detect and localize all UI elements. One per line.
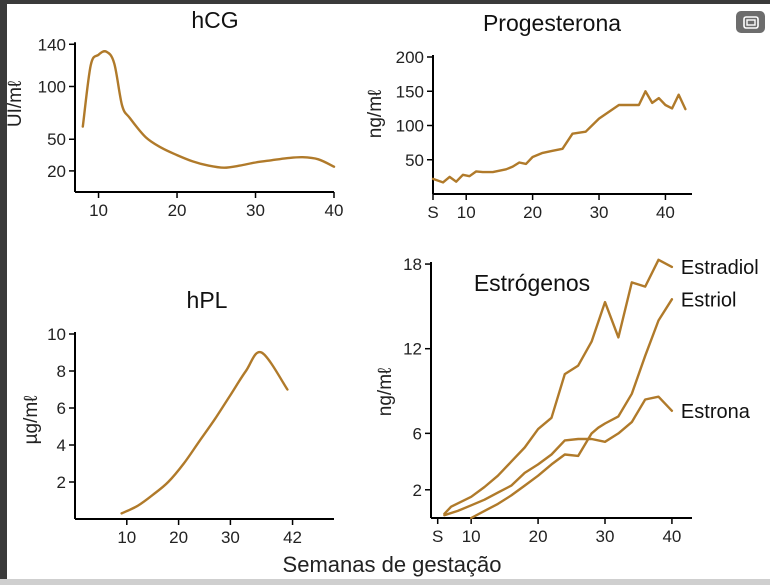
estrogenos-y-tick-label: 18	[403, 255, 422, 274]
hcg-x-tick-label: 30	[246, 201, 265, 220]
hpl-series-line	[120, 350, 289, 515]
hpl-y-tick-label: 4	[57, 436, 66, 455]
hpl-x-tick-label: 10	[117, 528, 136, 547]
progesterona-x-tick-label: S	[427, 203, 438, 222]
charts-canvas: 10 20 30 40 20 50 100 140 hCG UI/mℓ S 10 20 30 40 50 100…	[7, 7, 759, 547]
estrona-series-line	[443, 395, 674, 517]
hpl-title: hPL	[187, 287, 228, 313]
hpl-x-tick-label: 30	[221, 528, 240, 547]
progesterona-x-tick-label: 10	[457, 203, 476, 222]
progesterona-chart: S 10 20 30 40 50 100 150 200 Progesterona ng/mℓ	[365, 10, 692, 222]
shared-x-axis-label: Semanas de gestação	[282, 552, 502, 577]
picture-in-picture-icon	[742, 15, 759, 29]
hpl-x-tick-label: 42	[283, 528, 302, 547]
hpl-y-axis-label: µg/mℓ	[21, 396, 42, 445]
estrogenos-y-axis-label: ng/mℓ	[375, 368, 396, 416]
progesterona-y-axis-label: ng/mℓ	[365, 90, 386, 138]
hcg-x-tick-label: 10	[89, 201, 108, 220]
estrogenos-x-tick-label: 30	[596, 527, 615, 546]
estradiol-label: Estradiol	[681, 257, 759, 279]
progesterona-y-tick-label: 100	[396, 117, 424, 136]
figure-frame: 10 20 30 40 20 50 100 140 hCG UI/mℓ S 10 20 30 40 50 100…	[7, 4, 770, 579]
hcg-y-axis-label: UI/mℓ	[7, 81, 26, 127]
estrogenos-chart: S 10 20 30 40261218Estrógenosng/mℓEstradiolE…	[375, 255, 759, 546]
estrona-label: Estrona	[681, 401, 751, 423]
overlay-button[interactable]	[736, 11, 765, 33]
progesterona-y-tick-label: 200	[396, 48, 424, 67]
hcg-x-tick-label: 20	[168, 201, 187, 220]
hcg-y-tick-label: 100	[38, 77, 66, 96]
estrogenos-title: Estrógenos	[474, 270, 590, 296]
progesterona-x-tick-label: 40	[656, 203, 675, 222]
progesterona-y-tick-label: 150	[396, 82, 424, 101]
hcg-chart: 10 20 30 40 20 50 100 140 hCG UI/mℓ	[7, 7, 343, 220]
bottom-bar	[0, 579, 770, 585]
hcg-title: hCG	[191, 7, 238, 33]
estradiol-series-line	[443, 258, 674, 515]
progesterona-y-tick-label: 50	[405, 151, 424, 170]
hcg-y-tick-label: 140	[38, 35, 66, 54]
hcg-x-tick-label: 40	[325, 201, 344, 220]
estrogenos-y-tick-label: 12	[403, 340, 422, 359]
hpl-y-tick-label: 8	[57, 362, 66, 381]
hcg-series-line	[81, 50, 336, 169]
estrogenos-y-tick-label: 6	[413, 424, 422, 443]
estrogenos-x-tick-label: S	[432, 527, 443, 546]
hpl-y-tick-label: 10	[47, 325, 66, 344]
progesterona-x-tick-label: 30	[590, 203, 609, 222]
hpl-x-tick-label: 20	[169, 528, 188, 547]
progesterona-series-line	[431, 90, 687, 184]
estrogenos-x-tick-label: 10	[462, 527, 481, 546]
estrogenos-x-tick-label: 40	[662, 527, 681, 546]
estriol-label: Estriol	[681, 289, 737, 311]
hcg-y-tick-label: 50	[47, 130, 66, 149]
hpl-y-tick-label: 6	[57, 399, 66, 418]
hcg-y-tick-label: 20	[47, 162, 66, 181]
hpl-y-tick-label: 2	[57, 473, 66, 492]
estriol-series-line	[470, 298, 674, 520]
progesterona-title: Progesterona	[483, 10, 621, 36]
estrogenos-x-tick-label: 20	[529, 527, 548, 546]
estrogenos-y-tick-label: 2	[413, 481, 422, 500]
progesterona-x-tick-label: 20	[523, 203, 542, 222]
